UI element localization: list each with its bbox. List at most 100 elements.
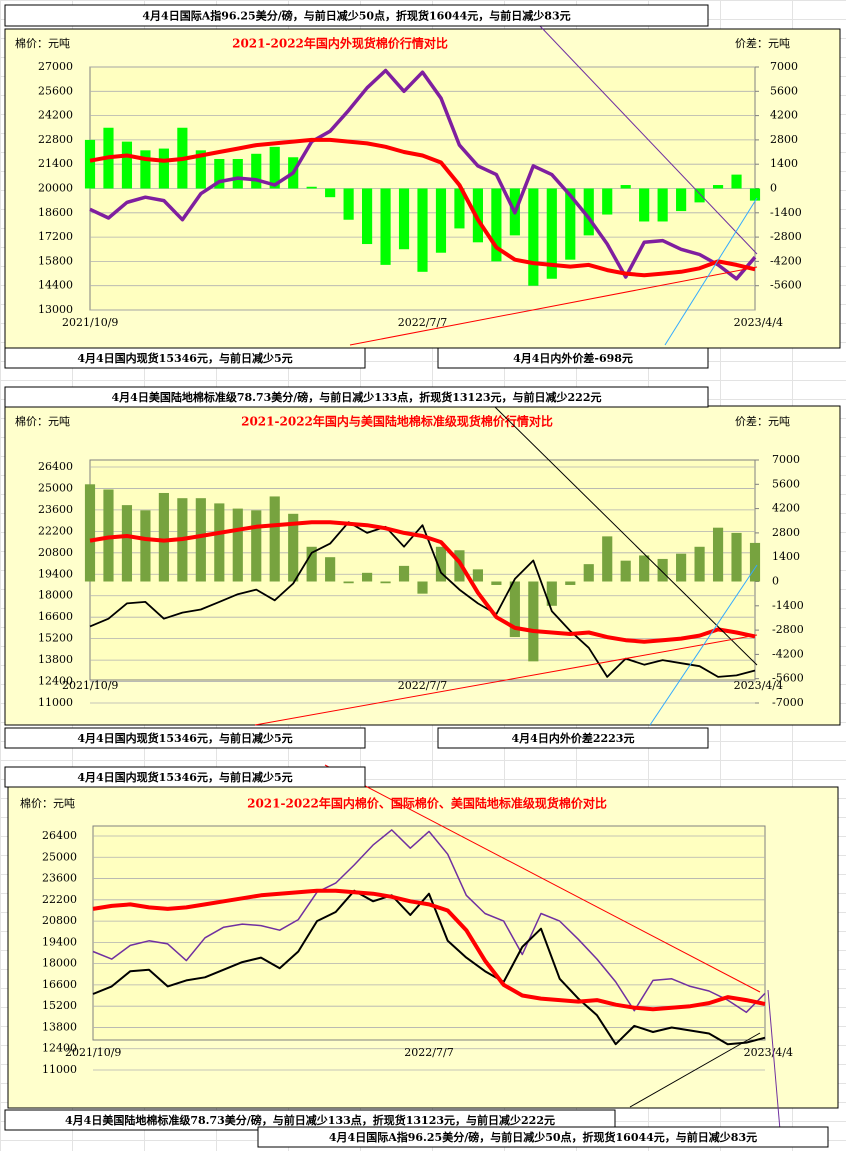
arrow — [649, 564, 758, 726]
y2-tick-label: 5600 — [770, 84, 798, 97]
caption-box — [4, 727, 366, 749]
y-tick-label: 25600 — [38, 84, 73, 97]
bar — [195, 498, 206, 582]
bar — [454, 188, 465, 229]
bar — [712, 185, 724, 189]
arrow — [349, 266, 758, 346]
captions: 4月4日国际A指96.25美分/磅，与前日减少50点，折现货16044元，与前日… — [4, 4, 829, 1148]
y-tick-label: 18000 — [38, 589, 73, 602]
bar — [417, 581, 428, 594]
y-tick-label: 15200 — [42, 999, 77, 1012]
y-tick-label: 11000 — [42, 1063, 77, 1076]
caption: 4月4日国际A指96.25美分/磅，与前日减少50点，折现货16044元，与前日… — [329, 1130, 757, 1144]
bar — [546, 188, 557, 279]
bar — [712, 527, 724, 582]
y2-axis-label: 价差：元吨 — [735, 414, 790, 428]
bar — [472, 188, 483, 243]
bar — [362, 188, 373, 245]
y2-tick-label: -4200 — [770, 254, 802, 267]
y-tick-label: 13000 — [38, 303, 73, 316]
y2-tick-label: -2800 — [770, 230, 802, 243]
bar — [749, 542, 761, 582]
arrow — [254, 634, 758, 726]
y-tick-label: 13800 — [38, 653, 73, 666]
y2-tick-label: 0 — [770, 182, 777, 195]
arrow — [324, 764, 761, 993]
y-tick-label: 19400 — [38, 567, 73, 580]
bar — [140, 510, 151, 582]
bar — [158, 492, 169, 582]
y2-tick-label: -5600 — [770, 279, 802, 292]
y2-tick-label: -5600 — [772, 672, 804, 685]
chart: 2021-2022年国内外现货棉价行情对比 棉价：元吨 价差：元吨 13000 1440… — [15, 36, 802, 330]
bar — [84, 139, 96, 189]
x-tick-label: 2023/4/4 — [734, 679, 783, 692]
y-tick-label: 16600 — [38, 610, 73, 623]
bar — [583, 564, 594, 582]
y2-tick-label: 7000 — [772, 453, 800, 466]
y2-tick-label: -2800 — [772, 623, 804, 636]
caption: 4月4日内外价差-698元 — [513, 351, 633, 365]
y2-tick-label: 1400 — [772, 550, 800, 563]
y-tick-label: 14400 — [38, 279, 73, 292]
bar — [251, 153, 262, 189]
bar — [232, 158, 243, 189]
y-tick-label: 26400 — [38, 460, 73, 473]
bar — [491, 581, 502, 585]
y2-tick-label: 4200 — [770, 109, 798, 122]
y-axis-label: 棉价：元吨 — [15, 414, 70, 428]
chart-title: 2021-2022年国内外现货棉价行情对比 — [232, 36, 448, 51]
bar — [731, 174, 742, 189]
x-tick-label: 2023/4/4 — [744, 1046, 793, 1059]
bar — [620, 185, 631, 189]
bar — [417, 188, 428, 272]
y2-tick-label: 2800 — [772, 526, 800, 539]
y-tick-label: 12400 — [42, 1042, 77, 1055]
bar — [491, 188, 502, 262]
bar — [214, 158, 225, 189]
y-tick-label: 20000 — [38, 182, 73, 195]
y2-tick-label: -7000 — [772, 696, 804, 709]
bar — [121, 141, 133, 189]
bar — [676, 188, 687, 212]
bar — [380, 188, 391, 265]
x-tick-label: 2022/7/7 — [398, 679, 447, 692]
line — [92, 829, 766, 1014]
chart-title: 2021-2022年国内棉价、国际棉价、美国陆地标准级现货棉价对比 — [247, 796, 607, 811]
y-tick-label: 16600 — [42, 978, 77, 991]
bar — [694, 188, 705, 203]
bar — [657, 188, 668, 222]
y2-tick-label: -4200 — [772, 647, 804, 660]
y2-tick-label: 2800 — [770, 133, 798, 146]
y-tick-label: 21400 — [38, 157, 73, 170]
x-tick-label: 2021/10/9 — [65, 1046, 121, 1059]
arrow — [494, 406, 758, 666]
arrow — [767, 989, 781, 1131]
bar — [343, 188, 354, 220]
caption: 4月4日美国陆地棉标准级78.73美分/磅，与前日减少133点，折现货13123… — [65, 1113, 555, 1127]
y-tick-label: 12400 — [38, 675, 73, 688]
bar — [158, 148, 169, 189]
bar — [565, 188, 576, 260]
bar — [251, 510, 262, 582]
arrow — [664, 197, 758, 346]
bar — [528, 188, 539, 286]
bar — [140, 150, 151, 189]
y2-tick-label: -1400 — [772, 599, 804, 612]
bar — [306, 186, 317, 189]
caption: 4月4日国际A指96.25美分/磅，与前日减少50点，折现货16044元，与前日… — [142, 9, 570, 23]
chart: 2021-2022年国内与美国陆地棉标准级现货棉价行情对比 棉价：元吨 价差：元吨 1… — [15, 414, 804, 710]
y-tick-label: 11000 — [38, 696, 73, 709]
bar — [195, 150, 206, 189]
y2-tick-label: 1400 — [770, 157, 798, 170]
bar — [546, 581, 557, 606]
arrows — [254, 4, 781, 1131]
y-tick-label: 22800 — [38, 133, 73, 146]
bar — [583, 188, 594, 236]
bar — [269, 146, 280, 189]
bar — [676, 553, 687, 582]
bar — [435, 546, 447, 582]
caption-box — [437, 347, 709, 369]
